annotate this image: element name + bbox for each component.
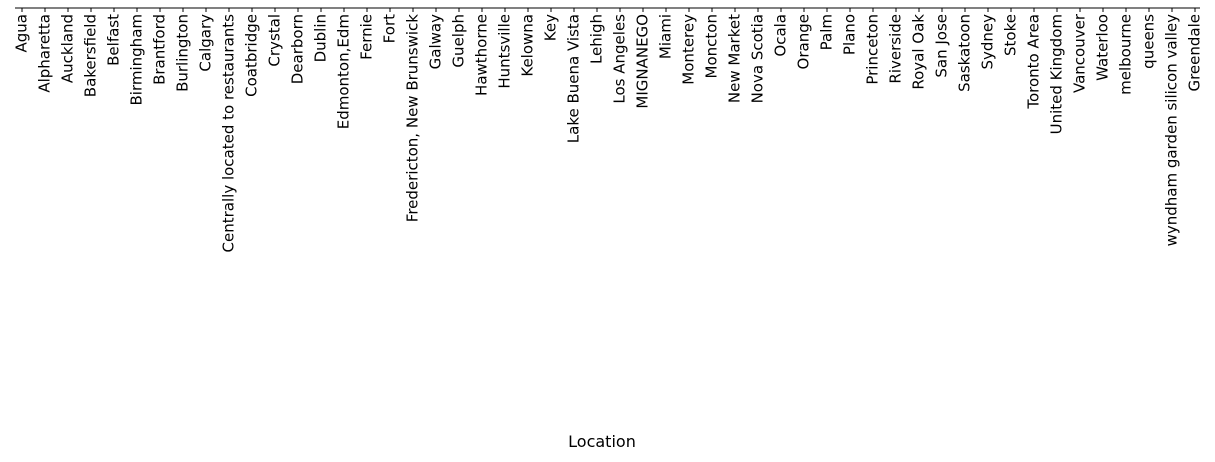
x-tick-label: Royal Oak	[910, 14, 928, 90]
x-tick-label: Birmingham	[128, 14, 146, 105]
x-tick-label: Dearborn	[289, 14, 307, 84]
x-tick-label: Riverside	[887, 14, 905, 84]
x-tick-label: Fredericton, New Brunswick	[404, 14, 422, 222]
x-tick-label: Orange	[795, 14, 813, 69]
x-tick-label: Miami	[657, 14, 675, 59]
x-tick-label: Plano	[841, 14, 859, 55]
x-tick-label: Fernie	[358, 14, 376, 60]
x-tick-label: United Kingdom	[1048, 14, 1066, 134]
x-tick-label: New Market	[726, 14, 744, 103]
x-tick-label: Guelph	[450, 14, 468, 68]
x-tick-label: Ocala	[772, 14, 790, 57]
x-tick-label: melbourne	[1117, 14, 1135, 95]
x-tick-label: Bakersfield	[82, 14, 100, 97]
x-tick-label: Crystal	[266, 14, 284, 67]
x-tick-label: Belfast	[105, 14, 123, 66]
x-tick-label: Palm	[818, 14, 836, 50]
x-tick-label: Huntsville	[496, 14, 514, 89]
x-tick-label: Agua	[13, 14, 31, 52]
x-tick-label: Centrally located to restaurants	[220, 14, 238, 253]
x-tick-label: MIGNANEGO	[634, 14, 652, 109]
x-tick-label: Key	[542, 14, 560, 41]
x-tick-label: Princeton	[864, 14, 882, 85]
x-tick-label: Moncton	[703, 14, 721, 78]
x-tick-label: Hawthorne	[473, 14, 491, 96]
x-tick-label: Fort	[381, 14, 399, 43]
x-tick-label: Calgary	[197, 14, 215, 72]
x-tick-label: Toronto Area	[1025, 14, 1043, 110]
x-tick-label: Waterloo	[1094, 14, 1112, 81]
x-tick-label: wyndham garden silicon valley	[1163, 14, 1181, 247]
x-tick-label: Coatbridge	[243, 14, 261, 97]
x-tick-label: Vancouver	[1071, 13, 1089, 93]
x-tick-label: Dublin	[312, 14, 330, 62]
x-tick-label: Monterey	[680, 14, 698, 85]
x-tick-label: Saskatoon	[956, 14, 974, 92]
x-tick-label: Auckland	[59, 14, 77, 83]
x-tick-label: Galway	[427, 14, 445, 69]
x-tick-label: Los Angeles	[611, 14, 629, 104]
x-tick-label: San Jose	[933, 14, 951, 78]
x-tick-label: Stoke	[1002, 14, 1020, 56]
x-tick-label: Kelowna	[519, 14, 537, 77]
x-tick-label: Alpharetta	[36, 14, 54, 93]
x-tick-label: Nova Scotia	[749, 14, 767, 103]
x-tick-label: Edmonton,Edm	[335, 14, 353, 129]
x-tick-label: Greendale	[1186, 14, 1204, 92]
x-tick-label: Lehigh	[588, 14, 606, 64]
x-tick-label: Brantford	[151, 14, 169, 85]
x-tick-label: queens	[1140, 14, 1158, 69]
x-axis-label: Location	[568, 432, 636, 451]
x-tick-label: Burlington	[174, 14, 192, 92]
x-tick-label: Lake Buena Vista	[565, 14, 583, 143]
x-tick-label: Sydney	[979, 14, 997, 70]
